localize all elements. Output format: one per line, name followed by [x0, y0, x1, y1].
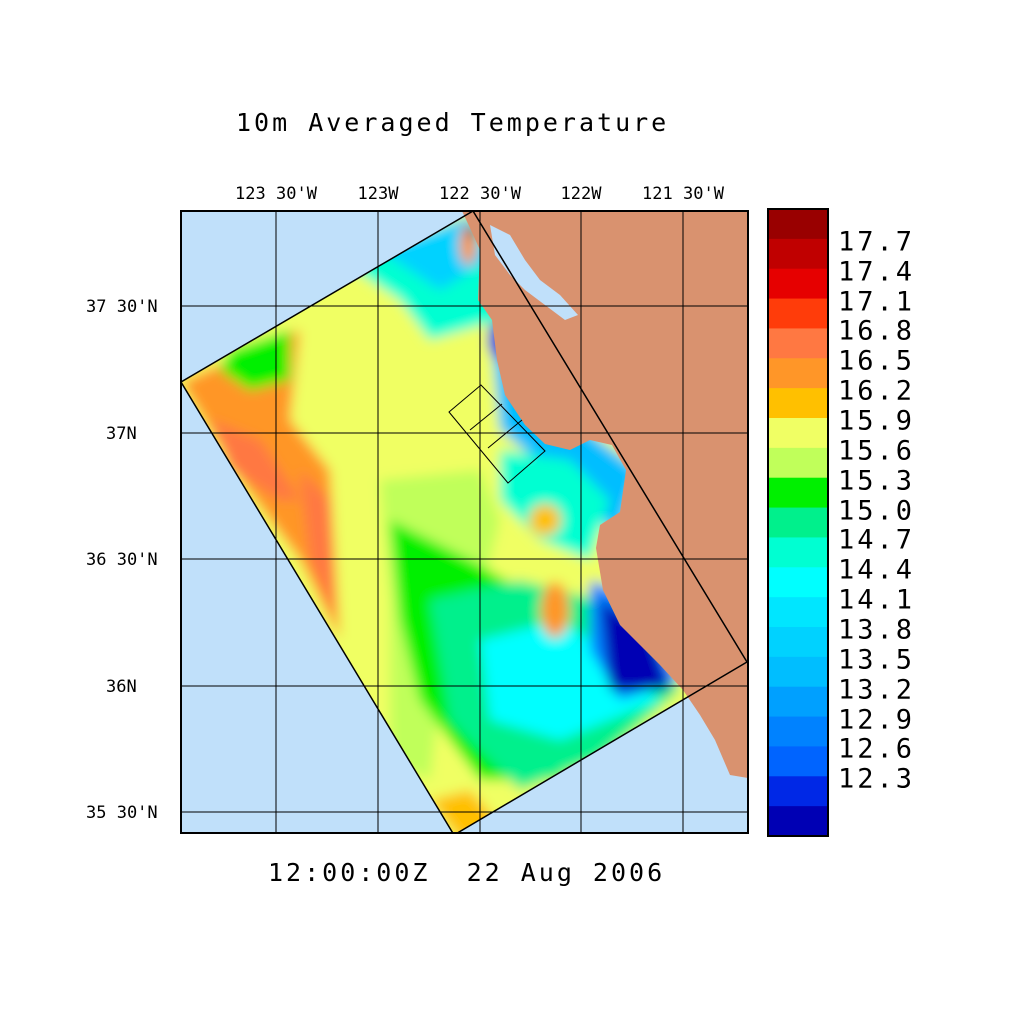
colorbar-band [768, 567, 828, 598]
time-label: 12:00:00Z 22 Aug 2006 [268, 858, 666, 887]
colorbar-label: 16.8 [838, 315, 916, 347]
colorbar-label: 13.2 [838, 674, 916, 706]
colorbar-label: 15.6 [838, 435, 916, 467]
colorbar-label: 13.5 [838, 644, 916, 676]
colorbar-band [768, 477, 828, 509]
colorbar-band [768, 776, 828, 807]
graticule [181, 211, 748, 833]
lat-tick-label: 36N [106, 677, 137, 697]
colorbar-label: 15.0 [838, 495, 916, 527]
colorbar-label: 17.7 [838, 226, 916, 258]
colorbar-band [768, 447, 828, 479]
colorbar-label: 13.8 [838, 614, 916, 646]
colorbar-band [768, 686, 828, 718]
colorbar-band [768, 298, 828, 329]
lat-tick-label: 37N [106, 424, 137, 444]
colorbar-label: 14.7 [838, 524, 916, 556]
lon-tick-label: 123 30'W [235, 184, 317, 204]
colorbar-band [768, 238, 828, 270]
bay [490, 225, 578, 320]
colorbar-frame [767, 208, 829, 837]
colorbar-band [768, 597, 828, 628]
colorbar-label: 15.3 [838, 465, 916, 497]
map-frame [180, 210, 749, 834]
colorbar-band [768, 268, 828, 300]
colorbar-band [768, 806, 828, 837]
lon-tick-label: 122 30'W [439, 184, 521, 204]
colorbar-label: 17.4 [838, 256, 916, 288]
colorbar-band [768, 716, 828, 747]
colorbar-label: 12.6 [838, 733, 916, 765]
colorbar-band [768, 328, 828, 359]
colorbar [768, 209, 828, 837]
colorbar-label: 12.3 [838, 763, 916, 795]
colorbar-band [768, 358, 828, 389]
lon-tick-label: 122W [560, 184, 602, 204]
colorbar-band [768, 656, 828, 688]
lon-tick-label: 123W [357, 184, 399, 204]
lat-tick-label: 36 30'N [86, 550, 158, 570]
lat-tick-label: 37 30'N [86, 297, 158, 317]
colorbar-band [768, 388, 828, 419]
colorbar-band [768, 746, 828, 777]
colorbar-band [768, 209, 828, 240]
colorbar-band [768, 537, 828, 568]
lon-tick-label: 121 30'W [642, 184, 724, 204]
colorbar-label: 17.1 [838, 286, 916, 318]
lat-tick-label: 35 30'N [86, 803, 158, 823]
nested-domain-outline [448, 384, 546, 484]
colorbar-label: 14.1 [838, 584, 916, 616]
colorbar-label: 12.9 [838, 704, 916, 736]
colorbar-label: 14.4 [838, 554, 916, 586]
colorbar-label: 16.2 [838, 375, 916, 407]
colorbar-band [768, 418, 828, 449]
map-title: 10m Averaged Temperature [236, 108, 670, 137]
colorbar-label: 16.5 [838, 345, 916, 377]
colorbar-band [768, 627, 828, 658]
land [462, 211, 748, 778]
colorbar-band [768, 507, 828, 538]
colorbar-label: 15.9 [838, 405, 916, 437]
